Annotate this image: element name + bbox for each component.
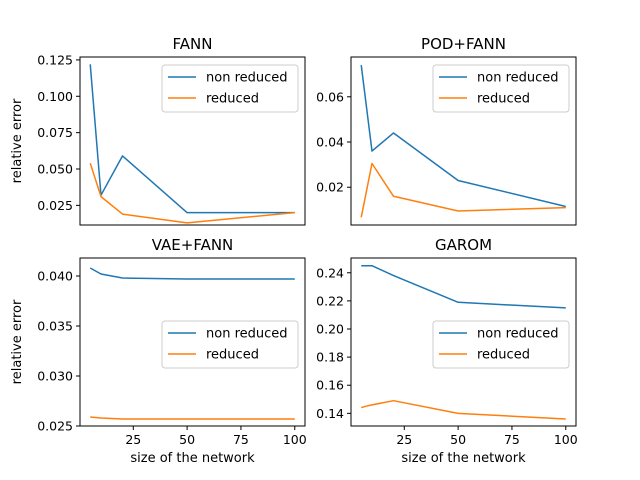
legend: non reduced reduced xyxy=(432,64,570,113)
legend: non reduced reduced xyxy=(432,320,570,369)
panel-title: FANN xyxy=(173,35,213,53)
y-axis-label: relative error xyxy=(10,299,25,384)
panel-title: POD+FANN xyxy=(421,35,506,53)
y-tick-label: 0.02 xyxy=(316,180,344,195)
y-tick-label: 0.18 xyxy=(316,350,344,365)
x-tick-label: 25 xyxy=(125,432,141,447)
series-line-non-reduced xyxy=(89,64,295,214)
series-line-reduced xyxy=(90,416,295,420)
legend-label-reduced: reduced xyxy=(206,92,259,107)
legend-label-non-reduced: non reduced xyxy=(206,71,288,86)
panel-title: GAROM xyxy=(435,236,492,254)
y-tick-label: 0.06 xyxy=(316,89,344,104)
y-tick-label: 0.14 xyxy=(316,406,344,421)
x-tick-label: 75 xyxy=(233,432,249,447)
axes-frame xyxy=(79,56,306,226)
legend-label-reduced: reduced xyxy=(477,348,530,363)
x-tick-label: 100 xyxy=(283,432,307,447)
y-tick-label: 0.025 xyxy=(37,419,73,434)
panel-fann: FANN 0.025 0.050 0.075 0.100 0.125 relative er… xyxy=(10,35,306,226)
x-axis-label: size of the network xyxy=(130,451,255,466)
y-tick-label: 0.040 xyxy=(37,269,73,284)
y-tick-label: 0.04 xyxy=(316,135,344,150)
panel-garom: GAROM 0.14 0.16 0.18 0.20 0.22 0.24 25 50 75 100 si… xyxy=(316,236,578,466)
legend-label-non-reduced: non reduced xyxy=(206,327,288,342)
panel-pod-fann: POD+FANN 0.02 0.04 0.06 non reduced reduced xyxy=(316,35,577,226)
legend-label-non-reduced: non reduced xyxy=(477,327,559,342)
y-tick-label: 0.125 xyxy=(37,52,73,67)
y-tick-label: 0.20 xyxy=(316,321,344,336)
x-tick-label: 50 xyxy=(450,432,466,447)
y-tick-label: 0.22 xyxy=(316,293,344,308)
series-line-reduced xyxy=(360,162,566,218)
y-tick-label: 0.030 xyxy=(37,369,73,384)
series-line-non-reduced xyxy=(89,267,295,280)
x-tick-label: 50 xyxy=(179,432,195,447)
x-tick-label: 25 xyxy=(396,432,412,447)
series-line-non-reduced xyxy=(360,65,566,208)
x-tick-label: 100 xyxy=(554,432,578,447)
axes-frame xyxy=(350,56,577,226)
axes-frame xyxy=(350,257,577,427)
y-tick-label: 0.100 xyxy=(37,89,73,104)
y-tick-label: 0.025 xyxy=(37,198,73,213)
panel-title: VAE+FANN xyxy=(152,236,234,254)
series-line-non-reduced xyxy=(361,264,566,309)
y-tick-label: 0.16 xyxy=(316,378,344,393)
axes-frame xyxy=(79,257,306,427)
legend-label-non-reduced: non reduced xyxy=(477,71,559,86)
series-line-reduced xyxy=(360,399,566,420)
legend-label-reduced: reduced xyxy=(206,348,259,363)
y-tick-label: 0.050 xyxy=(37,162,73,177)
y-tick-label: 0.035 xyxy=(37,319,73,334)
y-tick-label: 0.24 xyxy=(316,265,344,280)
x-tick-label: 75 xyxy=(504,432,520,447)
panel-vae-fann: VAE+FANN 0.025 0.030 0.035 0.040 25 50 75 100 siz… xyxy=(10,236,307,466)
series-line-reduced xyxy=(89,162,295,224)
y-axis-label: relative error xyxy=(10,98,25,183)
legend: non reduced reduced xyxy=(161,64,299,113)
y-tick-label: 0.075 xyxy=(37,125,73,140)
x-axis-label: size of the network xyxy=(401,451,526,466)
legend: non reduced reduced xyxy=(161,320,299,369)
legend-label-reduced: reduced xyxy=(477,92,530,107)
